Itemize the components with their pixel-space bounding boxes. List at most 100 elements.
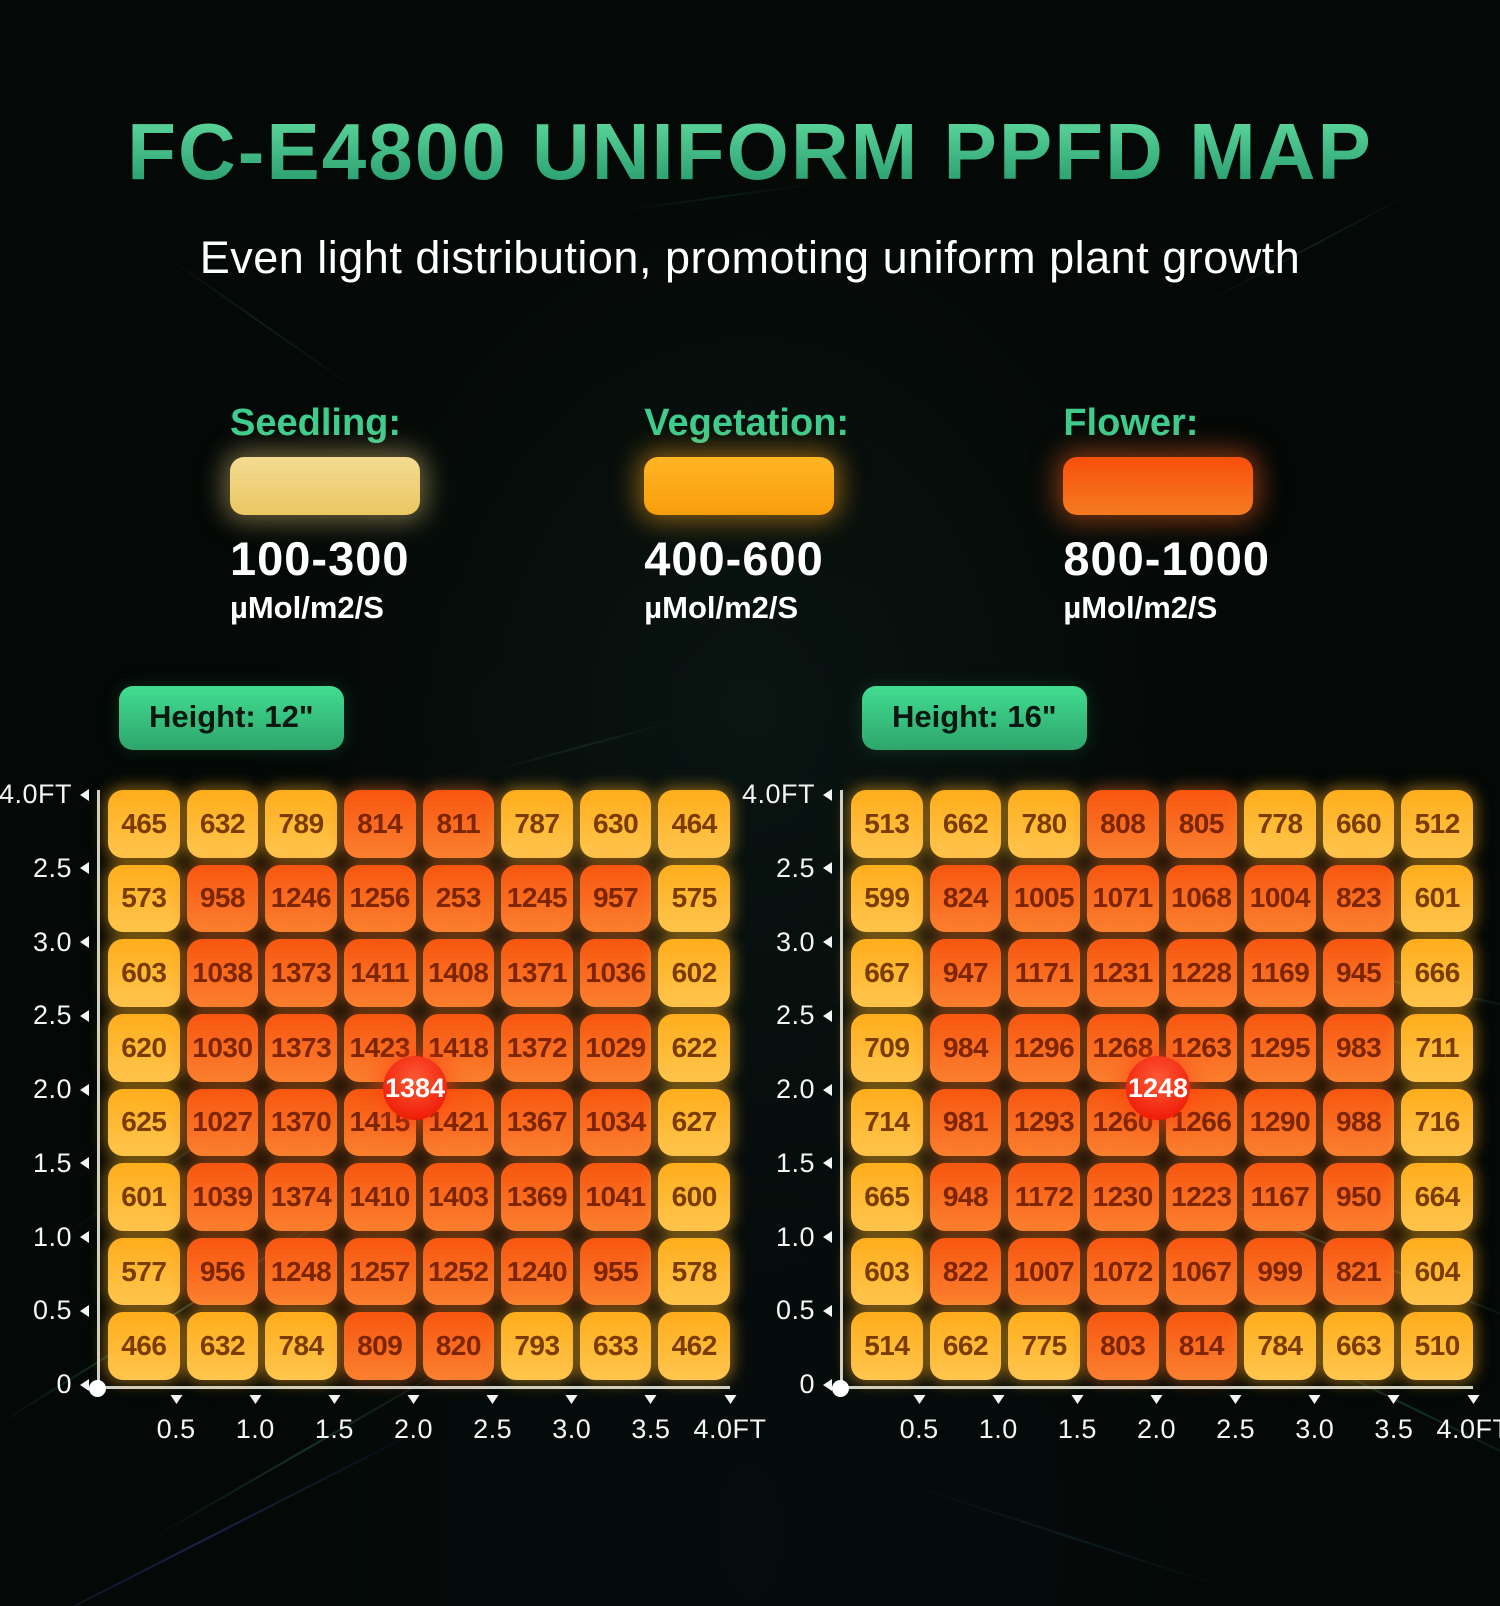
ppfd-cell: 1290 bbox=[1244, 1088, 1316, 1157]
y-axis-label: 1.5 bbox=[32, 1147, 72, 1178]
y-axis-label: 2.5 bbox=[32, 852, 72, 883]
ppfd-cell: 716 bbox=[1401, 1088, 1473, 1157]
ppfd-cell: 1246 bbox=[265, 864, 337, 933]
x-axis-tick: 2.0 bbox=[1137, 1395, 1176, 1445]
ppfd-cell: 1266 bbox=[1165, 1088, 1238, 1157]
ppfd-cell: 999 bbox=[1244, 1237, 1316, 1306]
ppfd-cell: 948 bbox=[929, 1163, 1002, 1231]
legend-label: Seedling: bbox=[230, 402, 402, 444]
ppfd-cell: 1257 bbox=[343, 1237, 416, 1306]
ppfd-cell: 947 bbox=[929, 939, 1002, 1007]
y-axis-tick-row: 2.5 bbox=[776, 1000, 832, 1031]
ppfd-cell: 601 bbox=[1401, 864, 1473, 933]
legend-unit: µMol/m2/S bbox=[1063, 590, 1218, 625]
y-axis-tick-row: 2.0 bbox=[33, 1074, 89, 1105]
ppfd-cell: 620 bbox=[108, 1013, 180, 1082]
ppfd-cell: 1369 bbox=[501, 1163, 573, 1231]
y-axis-label: 0 bbox=[799, 1369, 815, 1399]
ppfd-cell: 1029 bbox=[579, 1013, 652, 1082]
x-axis-label: 1.0 bbox=[235, 1414, 275, 1444]
ppfd-cell: 958 bbox=[186, 864, 259, 933]
ppfd-cell: 513 bbox=[851, 790, 923, 858]
x-axis-label: 4.0FT bbox=[1436, 1414, 1500, 1444]
legend-item-flower: Flower: 800-1000 µMol/m2/S bbox=[1063, 402, 1270, 626]
ppfd-infographic: FC-E4800 UNIFORM PPFD MAP Even light dis… bbox=[0, 106, 1500, 1606]
x-axis-tick: 0.5 bbox=[157, 1395, 196, 1445]
ppfd-cell: 512 bbox=[1401, 790, 1473, 858]
y-axis-label: 4.0FT bbox=[741, 779, 815, 809]
x-axis-tick: 1.5 bbox=[1058, 1395, 1097, 1445]
y-axis-label: 0.5 bbox=[32, 1295, 72, 1326]
y-axis-label: 2.0 bbox=[32, 1074, 72, 1104]
ppfd-cell: 462 bbox=[658, 1312, 730, 1380]
ppfd-cell: 601 bbox=[108, 1163, 180, 1231]
ppfd-cell: 1372 bbox=[501, 1013, 573, 1082]
ppfd-cell: 514 bbox=[851, 1312, 923, 1380]
origin-dot bbox=[89, 1380, 106, 1397]
ppfd-cell: 814 bbox=[1165, 1312, 1238, 1380]
y-tick-icon bbox=[823, 1231, 832, 1243]
x-tick-icon bbox=[1387, 1395, 1400, 1404]
ppfd-cell: 664 bbox=[1401, 1163, 1473, 1231]
x-axis-tick: 3.5 bbox=[631, 1395, 670, 1445]
ppfd-cell: 1411 bbox=[343, 939, 416, 1007]
legend-item-vegetation: Vegetation: 400-600 µMol/m2/S bbox=[644, 402, 849, 626]
ppfd-cell: 253 bbox=[422, 864, 495, 933]
ppfd-cell: 1293 bbox=[1008, 1088, 1080, 1157]
ppfd-cell: 1374 bbox=[265, 1163, 337, 1231]
ppfd-cell: 464 bbox=[658, 790, 730, 858]
x-axis-label: 3.0 bbox=[552, 1414, 592, 1444]
ppfd-cell: 988 bbox=[1322, 1088, 1395, 1157]
y-axis-tick-row: 0.5 bbox=[33, 1295, 89, 1326]
ppfd-cell: 787 bbox=[501, 790, 573, 858]
ppfd-cell: 824 bbox=[929, 864, 1002, 933]
y-tick-icon bbox=[823, 936, 832, 948]
ppfd-cell: 622 bbox=[658, 1013, 730, 1082]
y-axis-tick-row: 2.5 bbox=[33, 853, 89, 884]
ppfd-cell: 604 bbox=[1401, 1237, 1473, 1306]
ppfd-cell: 811 bbox=[422, 790, 495, 858]
x-axis-label: 3.5 bbox=[1374, 1414, 1414, 1444]
ppfd-cell: 1172 bbox=[1008, 1163, 1080, 1231]
x-axis-tick: 2.5 bbox=[1216, 1395, 1255, 1445]
ppfd-cell: 630 bbox=[579, 790, 652, 858]
x-axis-label: 2.5 bbox=[1216, 1414, 1256, 1444]
y-axis: 4.0FT 2.5 3.0 2.5 2.0 1.5 1.0 0.5 0 bbox=[742, 779, 840, 1400]
y-axis-tick-row: 0 bbox=[799, 1369, 832, 1400]
y-tick-icon bbox=[80, 1304, 89, 1317]
ppfd-cell: 784 bbox=[1244, 1312, 1316, 1380]
x-axis-tick: 3.0 bbox=[1295, 1395, 1334, 1445]
x-axis-tick: 3.5 bbox=[1374, 1395, 1413, 1445]
y-tick-icon bbox=[823, 1009, 832, 1022]
y-axis-tick-row: 1.5 bbox=[776, 1148, 832, 1179]
ppfd-cell: 714 bbox=[851, 1088, 923, 1157]
y-axis-tick-row: 4.0FT bbox=[0, 779, 89, 810]
x-axis-label: 0.5 bbox=[156, 1414, 196, 1444]
ppfd-cell: 1036 bbox=[579, 939, 652, 1007]
ppfd-cell: 627 bbox=[658, 1088, 730, 1157]
ppfd-cell: 578 bbox=[658, 1237, 730, 1306]
ppfd-cell: 981 bbox=[929, 1088, 1002, 1157]
flower-color-swatch bbox=[1063, 457, 1254, 515]
page-title: FC-E4800 UNIFORM PPFD MAP bbox=[0, 106, 1500, 198]
height-badge: Height: 12" bbox=[119, 686, 344, 750]
ppfd-cell: 573 bbox=[108, 864, 180, 933]
y-axis-label: 0 bbox=[56, 1369, 72, 1399]
x-tick-icon bbox=[1467, 1395, 1479, 1404]
ppfd-cell: 1403 bbox=[422, 1163, 495, 1231]
legend-unit: µMol/m2/S bbox=[230, 590, 384, 625]
panel-height-16: Height: 16" 4.0FT 2.5 3.0 2.5 2.0 1.5 1.0 0.5 0 … bbox=[742, 686, 1500, 1459]
ppfd-cell: 577 bbox=[108, 1237, 180, 1306]
x-axis-label: 2.0 bbox=[1136, 1414, 1177, 1444]
y-axis-tick-row: 3.0 bbox=[776, 927, 832, 958]
ppfd-cell: 663 bbox=[1322, 1312, 1395, 1380]
ppfd-cell: 1027 bbox=[186, 1088, 259, 1157]
ppfd-cell: 956 bbox=[186, 1237, 259, 1306]
ppfd-cell: 632 bbox=[186, 1312, 259, 1380]
x-axis-tick: 0.5 bbox=[900, 1395, 939, 1445]
x-tick-icon bbox=[486, 1395, 499, 1404]
ppfd-cell: 1408 bbox=[422, 939, 495, 1007]
ppfd-cell: 1004 bbox=[1244, 864, 1316, 933]
ppfd-cell: 950 bbox=[1322, 1163, 1395, 1231]
ppfd-cell: 955 bbox=[579, 1237, 652, 1306]
